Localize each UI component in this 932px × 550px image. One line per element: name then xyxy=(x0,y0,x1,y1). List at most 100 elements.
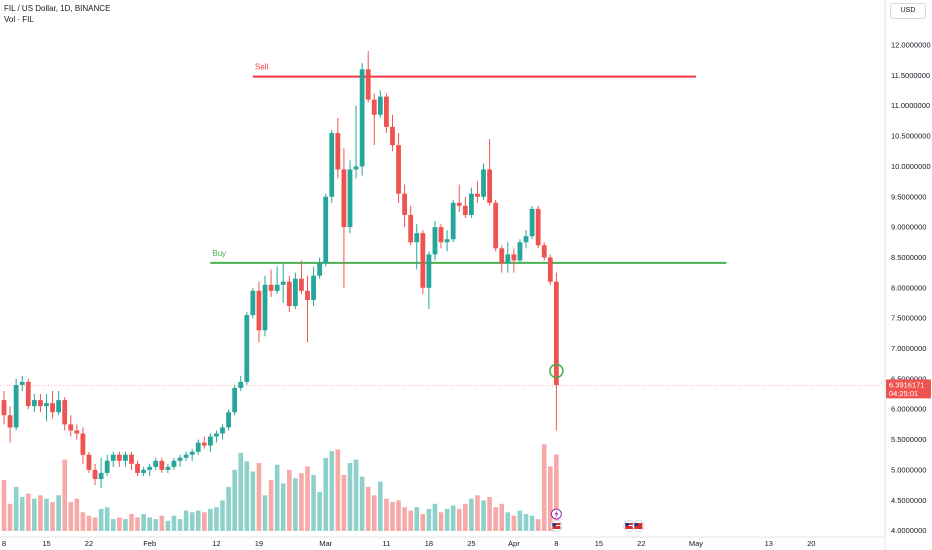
candle xyxy=(286,275,292,313)
candle xyxy=(353,105,359,179)
candle-body xyxy=(499,248,505,264)
candle xyxy=(268,269,274,297)
price-tick-label: 9.5000000 xyxy=(891,192,926,201)
volume-bar xyxy=(86,515,92,531)
candle-body xyxy=(141,469,147,473)
candle xyxy=(44,394,49,422)
volume-bar xyxy=(390,502,395,531)
volume-bar xyxy=(74,498,80,531)
volume-bar xyxy=(147,517,152,531)
candle-body xyxy=(98,472,104,480)
volume-bar xyxy=(396,500,401,531)
candle xyxy=(38,394,43,413)
candle-body xyxy=(390,126,395,146)
volume-bar xyxy=(475,495,480,531)
candle-body xyxy=(305,290,310,300)
volume-bar xyxy=(135,517,140,531)
volume-bar xyxy=(1,480,7,531)
candle xyxy=(141,466,147,476)
candle xyxy=(183,451,189,461)
volume-bar xyxy=(529,515,535,531)
volume-bar xyxy=(25,493,31,531)
flag-canton xyxy=(634,523,638,526)
time-tick-label: 19 xyxy=(255,539,263,548)
flag-white-stripe xyxy=(625,525,634,526)
volume-bar xyxy=(104,507,110,531)
volume-bar xyxy=(250,471,256,531)
volume-bar xyxy=(189,512,195,531)
volume-bar xyxy=(244,461,250,531)
candle-body xyxy=(31,400,37,407)
price-tick-label: 7.0000000 xyxy=(891,344,926,353)
volume-bar xyxy=(554,454,559,531)
candle xyxy=(262,275,268,337)
currency-button[interactable]: USD xyxy=(890,3,926,19)
candle xyxy=(147,463,153,476)
candle-body xyxy=(110,454,116,461)
flag-stripes xyxy=(634,523,643,529)
volume-bar xyxy=(208,508,213,531)
candle xyxy=(220,424,225,440)
candle-body xyxy=(511,254,517,261)
volume-bar xyxy=(141,514,146,531)
candle xyxy=(98,457,104,489)
candle-body xyxy=(38,400,43,407)
time-tick-label: 15 xyxy=(42,539,50,548)
candle xyxy=(25,378,31,410)
volume-bar xyxy=(408,510,413,531)
time-tick-label: 11 xyxy=(383,539,391,548)
candle xyxy=(274,266,280,294)
volume-bar xyxy=(493,507,498,531)
candle-body xyxy=(262,284,268,331)
candle-body xyxy=(359,69,365,167)
candle xyxy=(547,254,553,285)
candle xyxy=(116,451,122,467)
volume-bar xyxy=(214,507,219,531)
volume-bar xyxy=(548,466,553,531)
time-tick-label: 25 xyxy=(467,539,475,548)
candle xyxy=(226,409,231,431)
candle-body xyxy=(1,400,7,416)
candle xyxy=(68,415,74,437)
candle xyxy=(74,424,80,440)
price-tick-label: 11.0000000 xyxy=(891,101,930,110)
volume-bar xyxy=(293,478,298,531)
volume-bar xyxy=(347,463,353,531)
candle-body xyxy=(195,442,201,452)
candle-body xyxy=(541,245,547,258)
candle-body xyxy=(329,133,335,197)
candle xyxy=(165,463,171,473)
flag-canton xyxy=(552,523,556,526)
candle-body xyxy=(129,454,134,464)
candle xyxy=(80,427,86,464)
candle-body xyxy=(92,469,98,480)
candle xyxy=(62,397,68,431)
candle-body xyxy=(238,381,244,388)
candle-body xyxy=(159,460,165,470)
price-tick-label: 10.0000000 xyxy=(891,162,931,171)
volume-bar xyxy=(426,508,432,531)
candle-body xyxy=(171,460,177,467)
volume-bar xyxy=(92,517,98,531)
candle xyxy=(347,160,353,234)
volume-bar xyxy=(62,459,67,531)
candle xyxy=(499,245,505,273)
candle-body xyxy=(353,166,359,170)
price-tick-label: 5.5000000 xyxy=(891,435,926,444)
candle-body xyxy=(226,412,231,428)
candle-body xyxy=(384,96,389,127)
price-tick-label: 5.0000000 xyxy=(891,465,926,474)
volume-bar xyxy=(159,515,165,531)
candle xyxy=(305,275,310,343)
candle-body xyxy=(365,69,371,100)
candle-body xyxy=(347,169,353,228)
time-tick-label: May xyxy=(689,539,703,548)
volume-bar xyxy=(202,512,207,531)
volume-bar xyxy=(153,519,159,531)
candle-body xyxy=(86,454,92,470)
volume-bar xyxy=(286,469,292,531)
volume-bar xyxy=(420,514,426,531)
time-tick-label: Mar xyxy=(319,539,332,548)
